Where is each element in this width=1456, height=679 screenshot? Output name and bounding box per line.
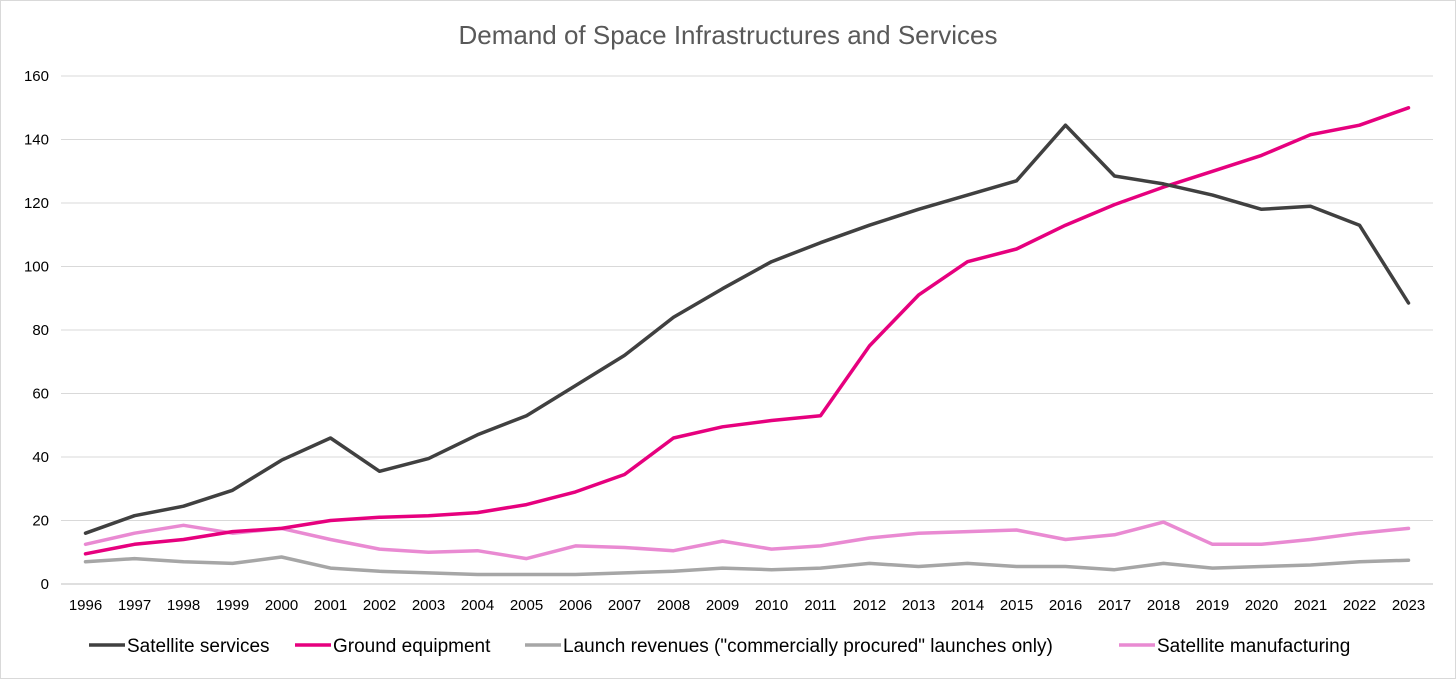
x-tick-label: 2018 [1147,597,1180,614]
x-tick-label: 2002 [363,597,396,614]
x-tick-label: 2006 [559,597,592,614]
x-tick-label: 2013 [902,597,935,614]
x-tick-label: 2007 [608,597,641,614]
x-tick-label: 2014 [951,597,984,614]
x-tick-label: 2020 [1245,597,1278,614]
chart-title: Demand of Space Infrastructures and Serv… [458,20,997,50]
y-tick-label: 60 [32,386,49,403]
x-axis-ticks: 1996 1997 1998 1999 2000 2001 2002 2003 2004 2005… [69,597,1425,614]
legend: Satellite services Ground equipment Launch… [89,636,1350,657]
series-line-0 [83,123,1411,535]
series-line-1 [83,106,1411,556]
legend-label: Satellite services [127,636,270,657]
gridlines [61,75,1433,585]
x-tick-label: 2023 [1392,597,1425,614]
series-line-3 [83,520,1411,561]
series-line-2 [83,555,1411,577]
y-tick-label: 40 [32,449,49,466]
y-axis-ticks: 0 20 40 60 80 100 120 140 160 [24,68,49,593]
x-tick-label: 2015 [1000,597,1033,614]
x-tick-label: 2005 [510,597,543,614]
y-tick-label: 160 [24,68,49,85]
x-tick-label: 2008 [657,597,690,614]
x-tick-label: 2016 [1049,597,1082,614]
x-tick-label: 2003 [412,597,445,614]
x-tick-label: 2010 [755,597,788,614]
x-tick-label: 2000 [265,597,298,614]
y-tick-label: 120 [24,195,49,212]
x-tick-label: 1998 [167,597,200,614]
x-tick-label: 2011 [804,597,836,614]
legend-label: Ground equipment [333,636,491,657]
x-tick-label: 1997 [118,597,151,614]
x-tick-label: 1999 [216,597,249,614]
legend-label: Satellite manufacturing [1157,636,1350,657]
series-lines [83,106,1411,577]
x-tick-label: 2017 [1098,597,1131,614]
legend-label: Launch revenues ("commercially procured"… [563,636,1053,657]
y-tick-label: 20 [32,513,49,530]
y-tick-label: 80 [32,322,49,339]
y-tick-label: 0 [41,576,49,593]
x-tick-label: 2019 [1196,597,1229,614]
x-tick-label: 2021 [1294,597,1327,614]
x-tick-label: 1996 [69,597,102,614]
y-tick-label: 140 [24,132,49,149]
x-tick-label: 2012 [853,597,886,614]
x-tick-label: 2009 [706,597,739,614]
x-tick-label: 2022 [1343,597,1376,614]
x-tick-label: 2004 [461,597,494,614]
x-tick-label: 2001 [314,597,347,614]
y-tick-label: 100 [24,259,49,276]
